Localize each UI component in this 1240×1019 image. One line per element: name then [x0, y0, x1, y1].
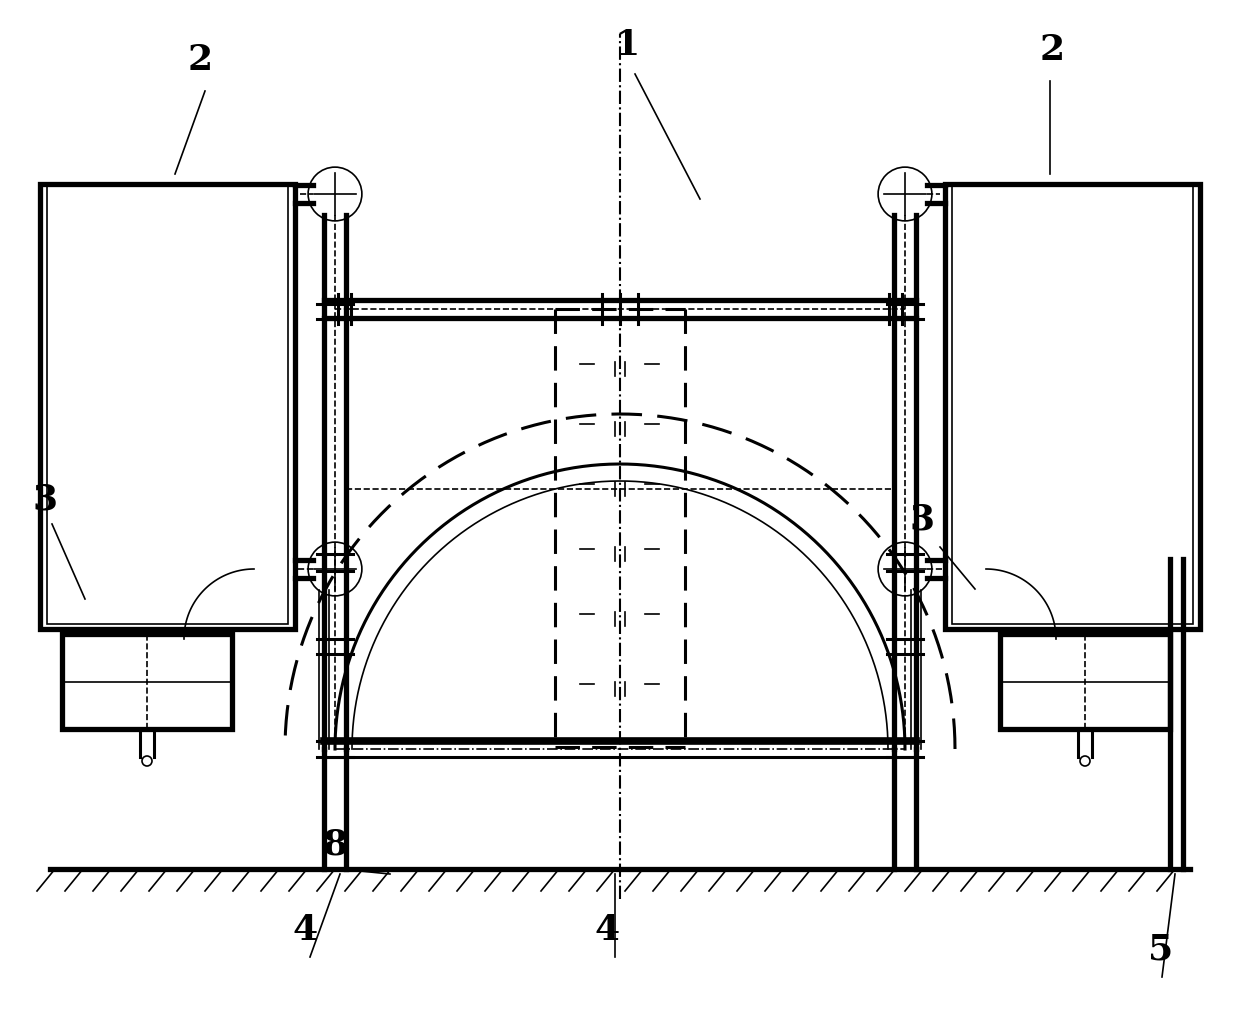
Text: 2: 2: [188, 43, 213, 76]
Text: 5: 5: [1148, 932, 1173, 966]
Circle shape: [314, 174, 356, 216]
Text: 4: 4: [291, 912, 317, 946]
Bar: [40, 184, 295, 630]
Bar: [62, 635, 232, 730]
Text: 8: 8: [322, 827, 347, 861]
Text: 4: 4: [595, 912, 620, 946]
Text: 3: 3: [910, 502, 935, 536]
Circle shape: [308, 542, 362, 596]
Circle shape: [308, 168, 362, 222]
Bar: [47, 186, 288, 625]
Circle shape: [878, 542, 932, 596]
Bar: [945, 184, 1200, 630]
Circle shape: [884, 548, 926, 590]
Bar: [952, 186, 1193, 625]
Bar: [999, 635, 1171, 730]
Circle shape: [878, 168, 932, 222]
Text: 1: 1: [615, 28, 640, 62]
Text: 3: 3: [32, 483, 57, 517]
Circle shape: [884, 174, 926, 216]
Text: 2: 2: [1040, 33, 1065, 67]
Circle shape: [143, 756, 153, 766]
Circle shape: [314, 548, 356, 590]
Circle shape: [1080, 756, 1090, 766]
